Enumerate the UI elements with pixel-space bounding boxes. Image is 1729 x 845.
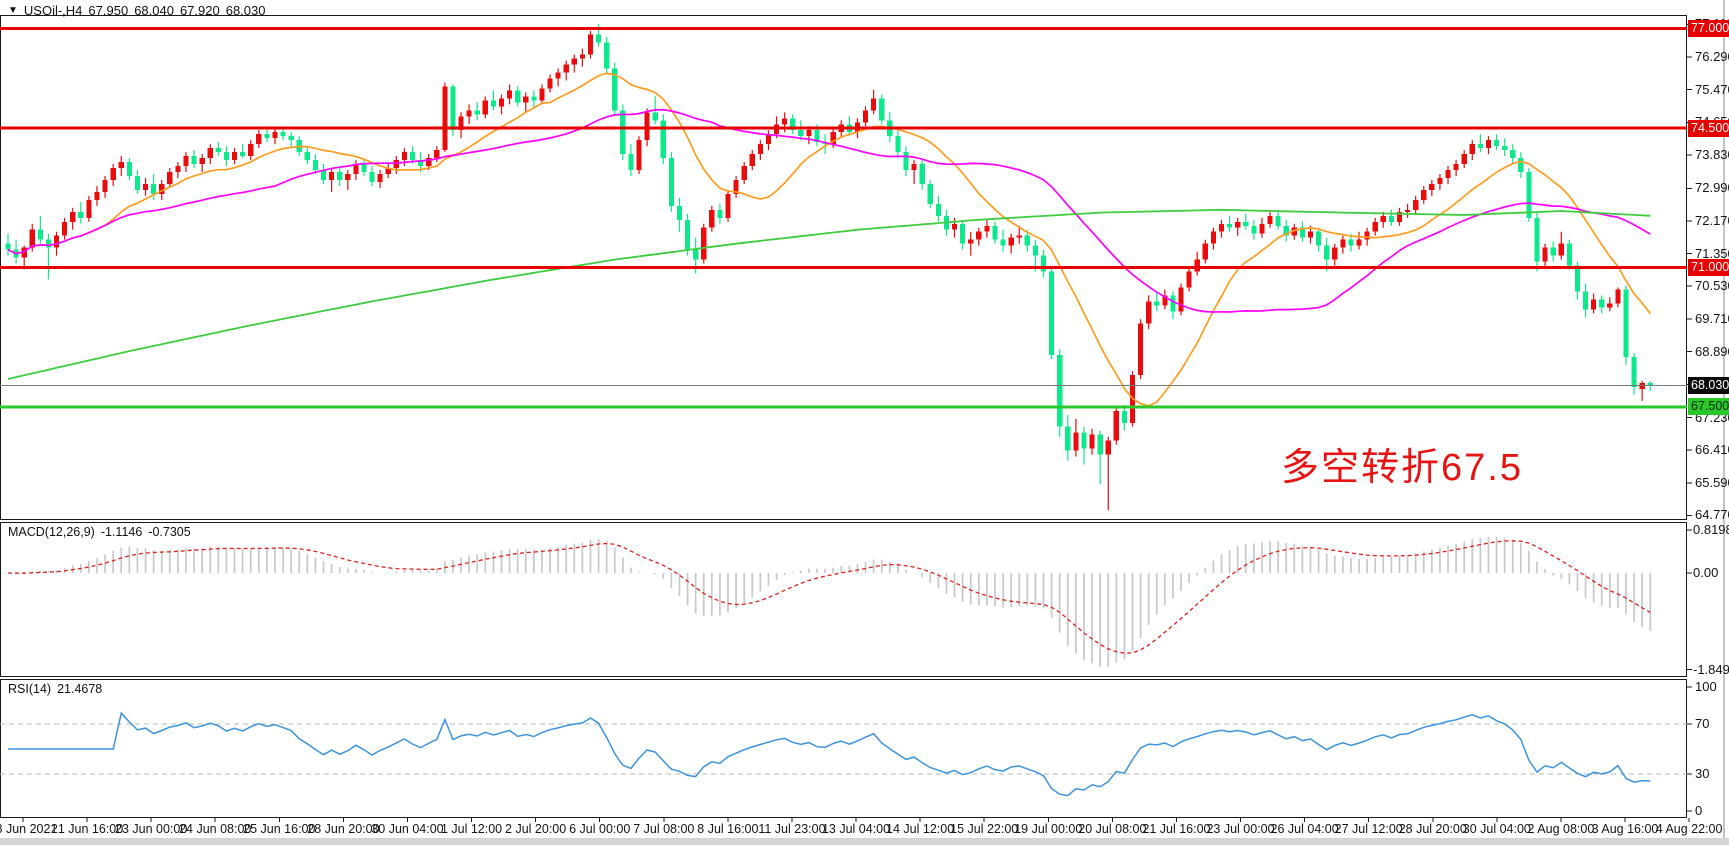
rsi-line (8, 711, 1651, 797)
ma-slow-line (7, 208, 1651, 380)
price-axis[interactable] (1687, 15, 1729, 818)
text-annotation[interactable]: 多空转折67.5 (1281, 447, 1523, 489)
rsi-panel-frame (0, 679, 1687, 818)
time-axis[interactable] (0, 818, 1687, 838)
window-bottom-strip (0, 838, 1729, 845)
macd-histogram (15, 536, 1652, 667)
macd-signal-line (7, 540, 1651, 654)
symbol-menu-icon[interactable]: ▼ (8, 5, 18, 16)
macd-panel-frame (0, 522, 1687, 677)
